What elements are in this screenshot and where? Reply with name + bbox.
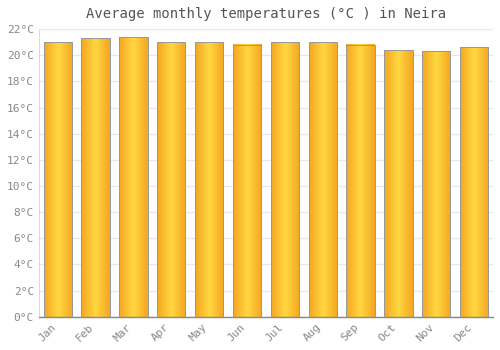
Bar	[233, 45, 261, 317]
Bar	[422, 51, 450, 317]
Title: Average monthly temperatures (°C ) in Neira: Average monthly temperatures (°C ) in Ne…	[86, 7, 446, 21]
Bar	[119, 37, 148, 317]
Bar	[82, 38, 110, 317]
Bar	[195, 42, 224, 317]
Bar	[44, 42, 72, 317]
Bar	[384, 50, 412, 317]
Bar	[157, 42, 186, 317]
Bar	[308, 42, 337, 317]
Bar	[460, 47, 488, 317]
Bar	[270, 42, 299, 317]
Bar	[346, 45, 375, 317]
